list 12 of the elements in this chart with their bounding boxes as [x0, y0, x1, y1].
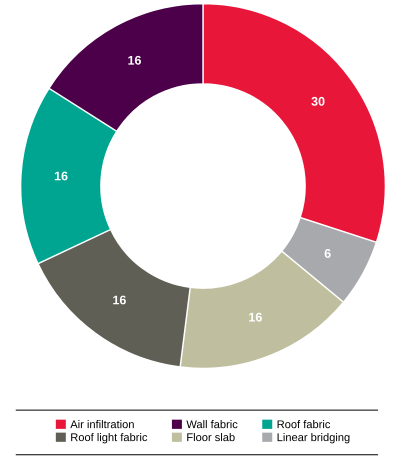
data-label: 16	[128, 56, 141, 65]
data-label: 16	[113, 296, 126, 304]
legend-label: Floor slab	[187, 433, 235, 442]
legend-label: Wall fabric	[186, 420, 238, 428]
legend-label: Roof fabric	[278, 420, 330, 428]
data-label: 16	[54, 172, 68, 180]
data-label: 30	[311, 96, 325, 106]
legend-label: Roof light fabric	[71, 433, 148, 444]
legend-label: Linear bridging	[278, 433, 350, 444]
data-label: 6	[324, 249, 331, 258]
legend-label: Air infiltration	[70, 420, 134, 428]
data-label: 16	[249, 312, 262, 322]
